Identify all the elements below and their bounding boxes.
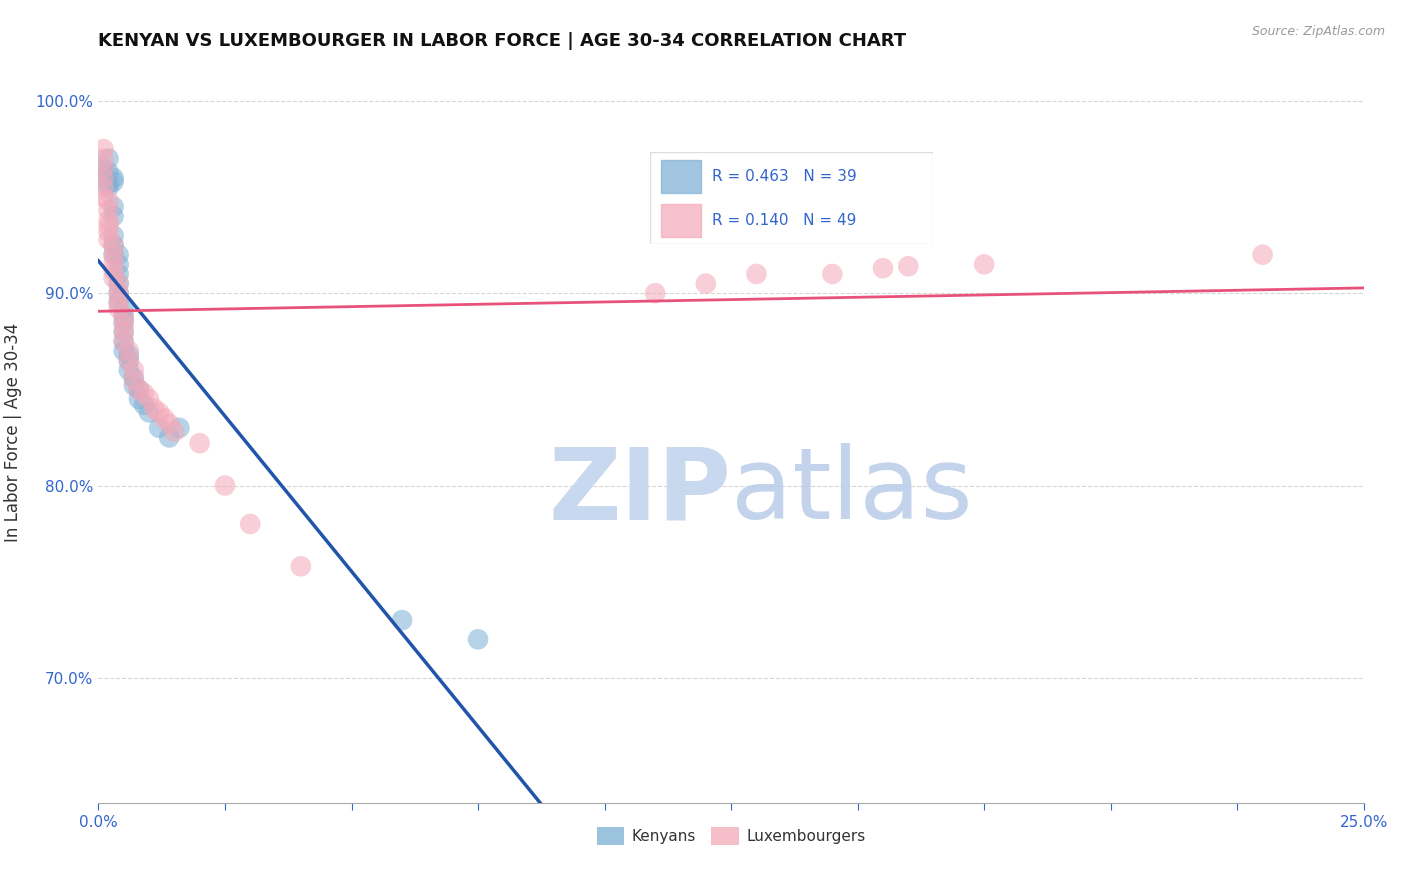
Point (467, 632, 489, 647)
Text: R = 0.463   N = 39: R = 0.463 N = 39 (711, 169, 856, 185)
Point (122, 371, 145, 385)
Point (112, 334, 135, 349)
Point (103, 255, 125, 269)
Point (157, 417, 180, 431)
Point (169, 421, 191, 435)
Point (103, 263, 125, 277)
Point (107, 277, 129, 291)
Point (107, 293, 129, 308)
Point (897, 260, 920, 274)
Point (97, 152, 120, 166)
Point (112, 310, 135, 324)
Point (93, 161, 115, 176)
Point (103, 175, 125, 189)
Point (821, 267, 844, 281)
Point (112, 334, 135, 349)
Point (112, 315, 135, 329)
Point (188, 436, 211, 450)
Point (695, 277, 717, 291)
Point (112, 301, 135, 316)
FancyBboxPatch shape (650, 152, 934, 244)
Point (118, 343, 141, 358)
Point (112, 317, 135, 331)
Text: KENYAN VS LUXEMBOURGER IN LABOR FORCE | AGE 30-34 CORRELATION CHART: KENYAN VS LUXEMBOURGER IN LABOR FORCE | … (98, 32, 907, 50)
Point (107, 286, 129, 301)
Point (122, 373, 145, 387)
Point (122, 363, 145, 377)
Point (143, 401, 166, 416)
Point (745, 267, 768, 281)
Point (118, 348, 141, 362)
Point (644, 286, 666, 301)
Point (107, 301, 129, 316)
Point (112, 325, 135, 339)
Point (239, 516, 262, 531)
Point (107, 286, 129, 301)
Point (214, 478, 236, 492)
Point (93, 142, 115, 156)
Point (93, 170, 115, 185)
Legend: Kenyans, Luxembourgers: Kenyans, Luxembourgers (591, 821, 872, 851)
Point (103, 238, 125, 252)
Point (107, 267, 129, 281)
Point (107, 257, 129, 271)
Point (132, 386, 155, 401)
Point (97, 180, 120, 194)
Point (103, 248, 125, 262)
Point (132, 398, 155, 412)
Point (138, 405, 160, 419)
Point (973, 257, 995, 271)
Bar (661, 203, 700, 237)
Point (122, 378, 145, 392)
Point (128, 392, 150, 406)
Point (118, 363, 141, 377)
Point (112, 310, 135, 324)
Y-axis label: In Labor Force | Age 30-34: In Labor Force | Age 30-34 (4, 323, 21, 542)
Point (103, 170, 125, 185)
Point (107, 248, 129, 262)
Point (97, 165, 120, 179)
Point (112, 325, 135, 339)
Text: ZIP: ZIP (548, 443, 731, 541)
Point (290, 559, 312, 574)
Point (97, 219, 120, 233)
Text: Source: ZipAtlas.com: Source: ZipAtlas.com (1251, 25, 1385, 38)
Point (103, 270, 125, 285)
Text: atlas: atlas (731, 443, 973, 541)
Point (128, 382, 150, 396)
Bar (661, 160, 700, 194)
Point (128, 382, 150, 396)
Point (1251, 248, 1274, 262)
Point (97, 232, 120, 246)
Text: R = 0.140   N = 49: R = 0.140 N = 49 (711, 213, 856, 227)
Point (118, 353, 141, 368)
Point (93, 170, 115, 185)
Point (163, 425, 186, 439)
Point (93, 190, 115, 204)
Point (148, 405, 170, 419)
Point (97, 177, 120, 191)
Point (107, 295, 129, 310)
Point (148, 421, 170, 435)
Point (103, 238, 125, 252)
Point (391, 613, 413, 627)
Point (107, 277, 129, 291)
Point (97, 225, 120, 239)
Point (112, 343, 135, 358)
Point (97, 194, 120, 208)
Point (103, 209, 125, 223)
Point (97, 203, 120, 218)
Point (157, 430, 180, 444)
Point (93, 161, 115, 176)
Point (93, 152, 115, 166)
Point (872, 261, 894, 276)
Point (153, 411, 176, 425)
Point (97, 213, 120, 227)
Point (103, 228, 125, 243)
Point (103, 200, 125, 214)
Point (138, 392, 160, 406)
Point (93, 180, 115, 194)
Point (103, 248, 125, 262)
Point (118, 353, 141, 368)
